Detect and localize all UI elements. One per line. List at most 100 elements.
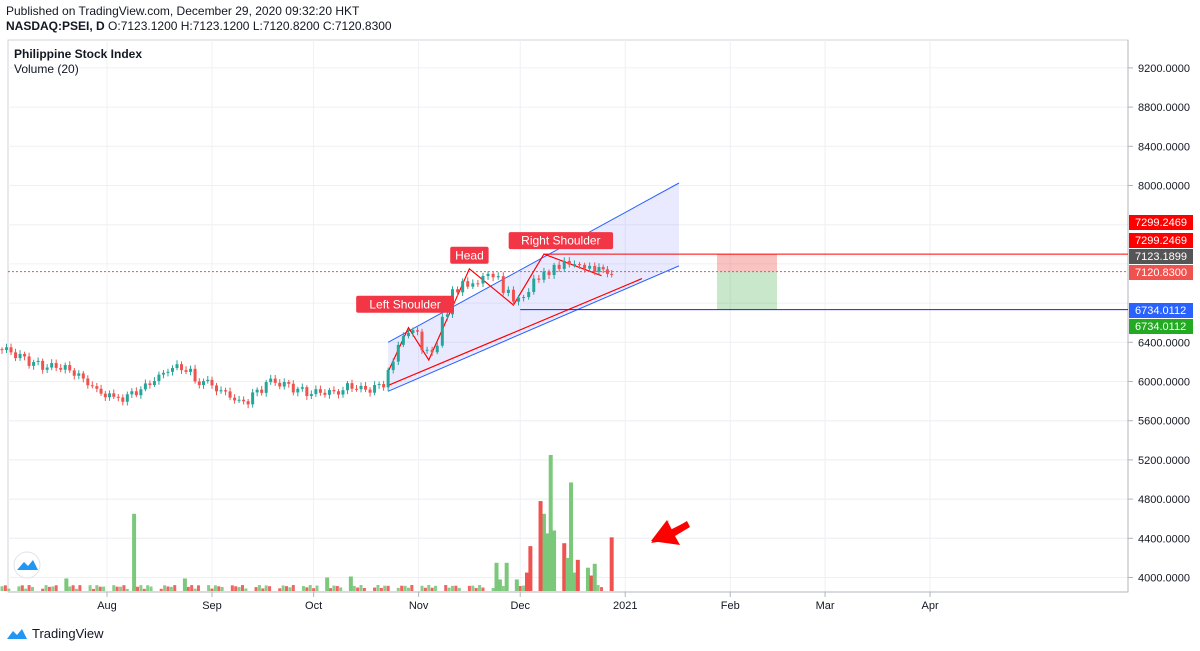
candle-body: [99, 388, 103, 394]
volume-bar: [196, 585, 200, 591]
candle-body: [532, 278, 536, 292]
candle-body: [456, 289, 460, 293]
tradingview-logo[interactable]: TradingView: [6, 626, 104, 641]
volume-bar: [335, 585, 339, 591]
volume-bar: [254, 587, 258, 591]
volume-bar: [135, 586, 139, 591]
candle-body: [323, 392, 327, 395]
candle-body: [562, 260, 566, 269]
volume-bar: [518, 586, 522, 591]
candle-body: [45, 367, 49, 370]
candle-body: [90, 385, 94, 387]
volume-bar: [139, 585, 143, 591]
volume-bar: [552, 530, 557, 591]
volume-bar: [528, 546, 533, 591]
volume-bar: [491, 588, 495, 591]
volume-bar: [596, 585, 600, 591]
candle-body: [597, 267, 601, 272]
candle-body: [309, 394, 313, 396]
candle-body: [148, 383, 152, 386]
ohlc-values: O:7123.1200 H:7123.1200 L:7120.8200 C:71…: [108, 19, 392, 33]
volume-bar: [288, 587, 292, 591]
volume-bar: [383, 585, 387, 591]
volume-bar: [237, 587, 241, 591]
price-label-box: [1129, 303, 1193, 318]
candle-body: [401, 336, 405, 345]
volume-bar: [0, 586, 4, 591]
volume-bar: [315, 585, 319, 591]
candle-body: [95, 386, 99, 389]
candle-body: [103, 393, 107, 398]
volume-bar: [356, 587, 360, 591]
volume-bar: [403, 585, 407, 591]
volume-bar: [400, 585, 404, 591]
candle-body: [506, 289, 510, 293]
volume-bar: [3, 585, 7, 591]
volume-bar: [376, 585, 380, 591]
plot-frame: [7, 39, 1129, 593]
candle-body: [501, 276, 505, 293]
candle-body: [527, 291, 531, 298]
volume-bar: [230, 585, 234, 591]
price-tick-label: 4000.0000: [1138, 573, 1190, 585]
candle-body: [184, 370, 188, 372]
candle-body: [36, 360, 40, 362]
candle-body: [189, 368, 193, 372]
volume-bar: [44, 585, 48, 591]
symbol-line: NASDAQ:PSEI, D O:7123.1200 H:7123.1200 L…: [6, 19, 392, 34]
legend-title[interactable]: Philippine Stock Index: [14, 47, 143, 61]
volume-bar: [525, 572, 529, 591]
volume-bar: [373, 587, 377, 591]
candle-body: [32, 361, 36, 366]
candle-body: [364, 385, 368, 390]
candle-body: [411, 330, 415, 333]
volume-bar: [268, 586, 272, 591]
volume-bar: [149, 586, 153, 591]
volume-bar: [600, 587, 604, 591]
price-tick-label: 9200.0000: [1138, 63, 1190, 75]
legend-volume[interactable]: Volume (20): [14, 62, 79, 76]
candle-body: [108, 393, 112, 398]
volume-bar: [538, 501, 543, 591]
volume-bar: [88, 585, 92, 591]
volume-bar: [186, 586, 190, 591]
volume-bar: [166, 586, 170, 591]
candle-body: [255, 389, 259, 393]
candle-body: [368, 389, 372, 393]
volume-bar: [427, 585, 431, 591]
volume-bar: [562, 543, 567, 591]
volume-bar: [339, 587, 343, 591]
volume-bar: [207, 585, 211, 591]
price-tick-label: 8800.0000: [1138, 102, 1190, 114]
volume-bar: [501, 585, 505, 591]
volume-bar: [575, 559, 580, 591]
volume-bar: [234, 586, 238, 591]
candle-body: [237, 399, 241, 401]
candle-body: [341, 390, 345, 395]
candle-body: [406, 332, 410, 337]
candle-body: [547, 271, 551, 276]
candle-body: [425, 349, 429, 351]
candle-body: [121, 397, 125, 402]
volume-bar: [457, 587, 461, 591]
volume-bar: [285, 586, 289, 591]
candle-body: [68, 365, 72, 371]
candle-body: [471, 283, 475, 287]
volume-bar: [352, 585, 356, 591]
volume-bar: [30, 586, 34, 591]
candle-body: [522, 297, 526, 299]
candle-body: [269, 378, 273, 383]
volume-bar: [362, 587, 366, 591]
volume-bar: [78, 585, 82, 591]
volume-bar: [471, 585, 475, 591]
candle-body: [481, 276, 485, 284]
volume-bar: [450, 585, 454, 591]
time-tick-label: Mar: [816, 600, 835, 612]
pattern-label-text: Left Shoulder: [369, 297, 440, 311]
publication-info: Published on TradingView.com, December 2…: [6, 4, 392, 34]
candle-body: [359, 385, 363, 390]
volume-bar: [481, 587, 485, 591]
price-tick-label: 6400.0000: [1138, 337, 1190, 349]
volume-bar: [132, 513, 137, 591]
